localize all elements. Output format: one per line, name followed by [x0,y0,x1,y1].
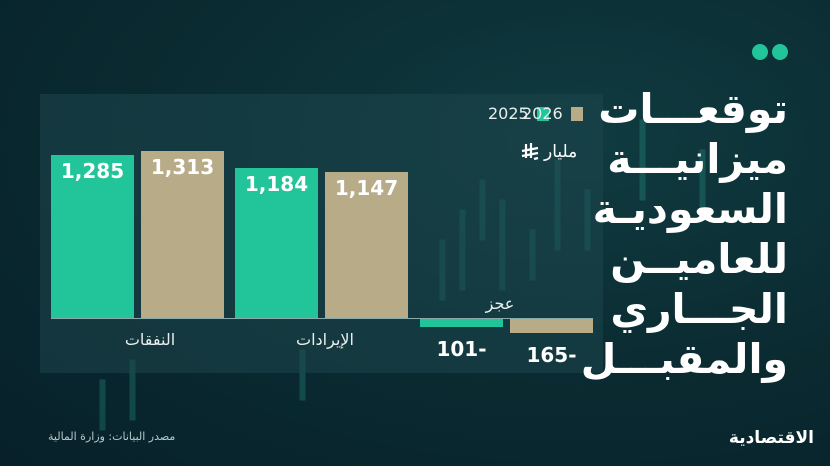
source-note: مصدر البيانات: وزارة المالية [48,430,176,443]
legend-swatch-2025 [536,106,549,121]
bar-2026-0 [141,151,224,318]
unit-text: مليار [544,142,578,162]
legend-2025: 2025 [488,104,549,123]
decor-dot [752,44,768,60]
category-label-expenses: النفقات [124,330,176,349]
title-line: ميزانيـــة [607,135,788,183]
title-line: السعوديـة [592,185,788,233]
title-line: توقعـــات [598,85,788,133]
bar-2025-0 [51,154,134,318]
bar-2026-2 [510,318,593,333]
data-label-2025-2: 101- [436,337,487,362]
unit-label: مليار [520,142,577,162]
data-label-2026-1: 1,147 [334,176,399,201]
data-label-2026-0: 1,313 [150,155,215,180]
decor-dot [772,44,788,60]
data-label-2025-1: 1,184 [244,171,309,196]
saudi-riyal-icon [521,143,539,161]
category-label-revenues: الإيرادات [296,330,354,349]
page-title: توقعـــات ميزانيـــة السعوديـة للعاميــن… [581,84,788,384]
legend-2026: 2026 [522,104,583,123]
category-label-deficit: عجز [485,294,515,313]
legend-swatch-2026 [570,106,583,121]
bar-2026-1 [325,172,408,318]
legend-label-2025: 2025 [488,104,529,123]
title-line: والمقبـــل [580,335,788,383]
legend-label-2026: 2026 [522,104,563,123]
publisher-logo: الاقتصادية [728,428,814,448]
data-label-2026-2: 165- [526,342,577,367]
chart-baseline [51,318,593,319]
title-line: الجـــاري [610,285,788,333]
bar-2025-1 [235,167,318,318]
title-line: للعاميــن [610,235,788,283]
bar-2025-2 [420,318,503,328]
data-label-2025-0: 1,285 [60,158,125,183]
